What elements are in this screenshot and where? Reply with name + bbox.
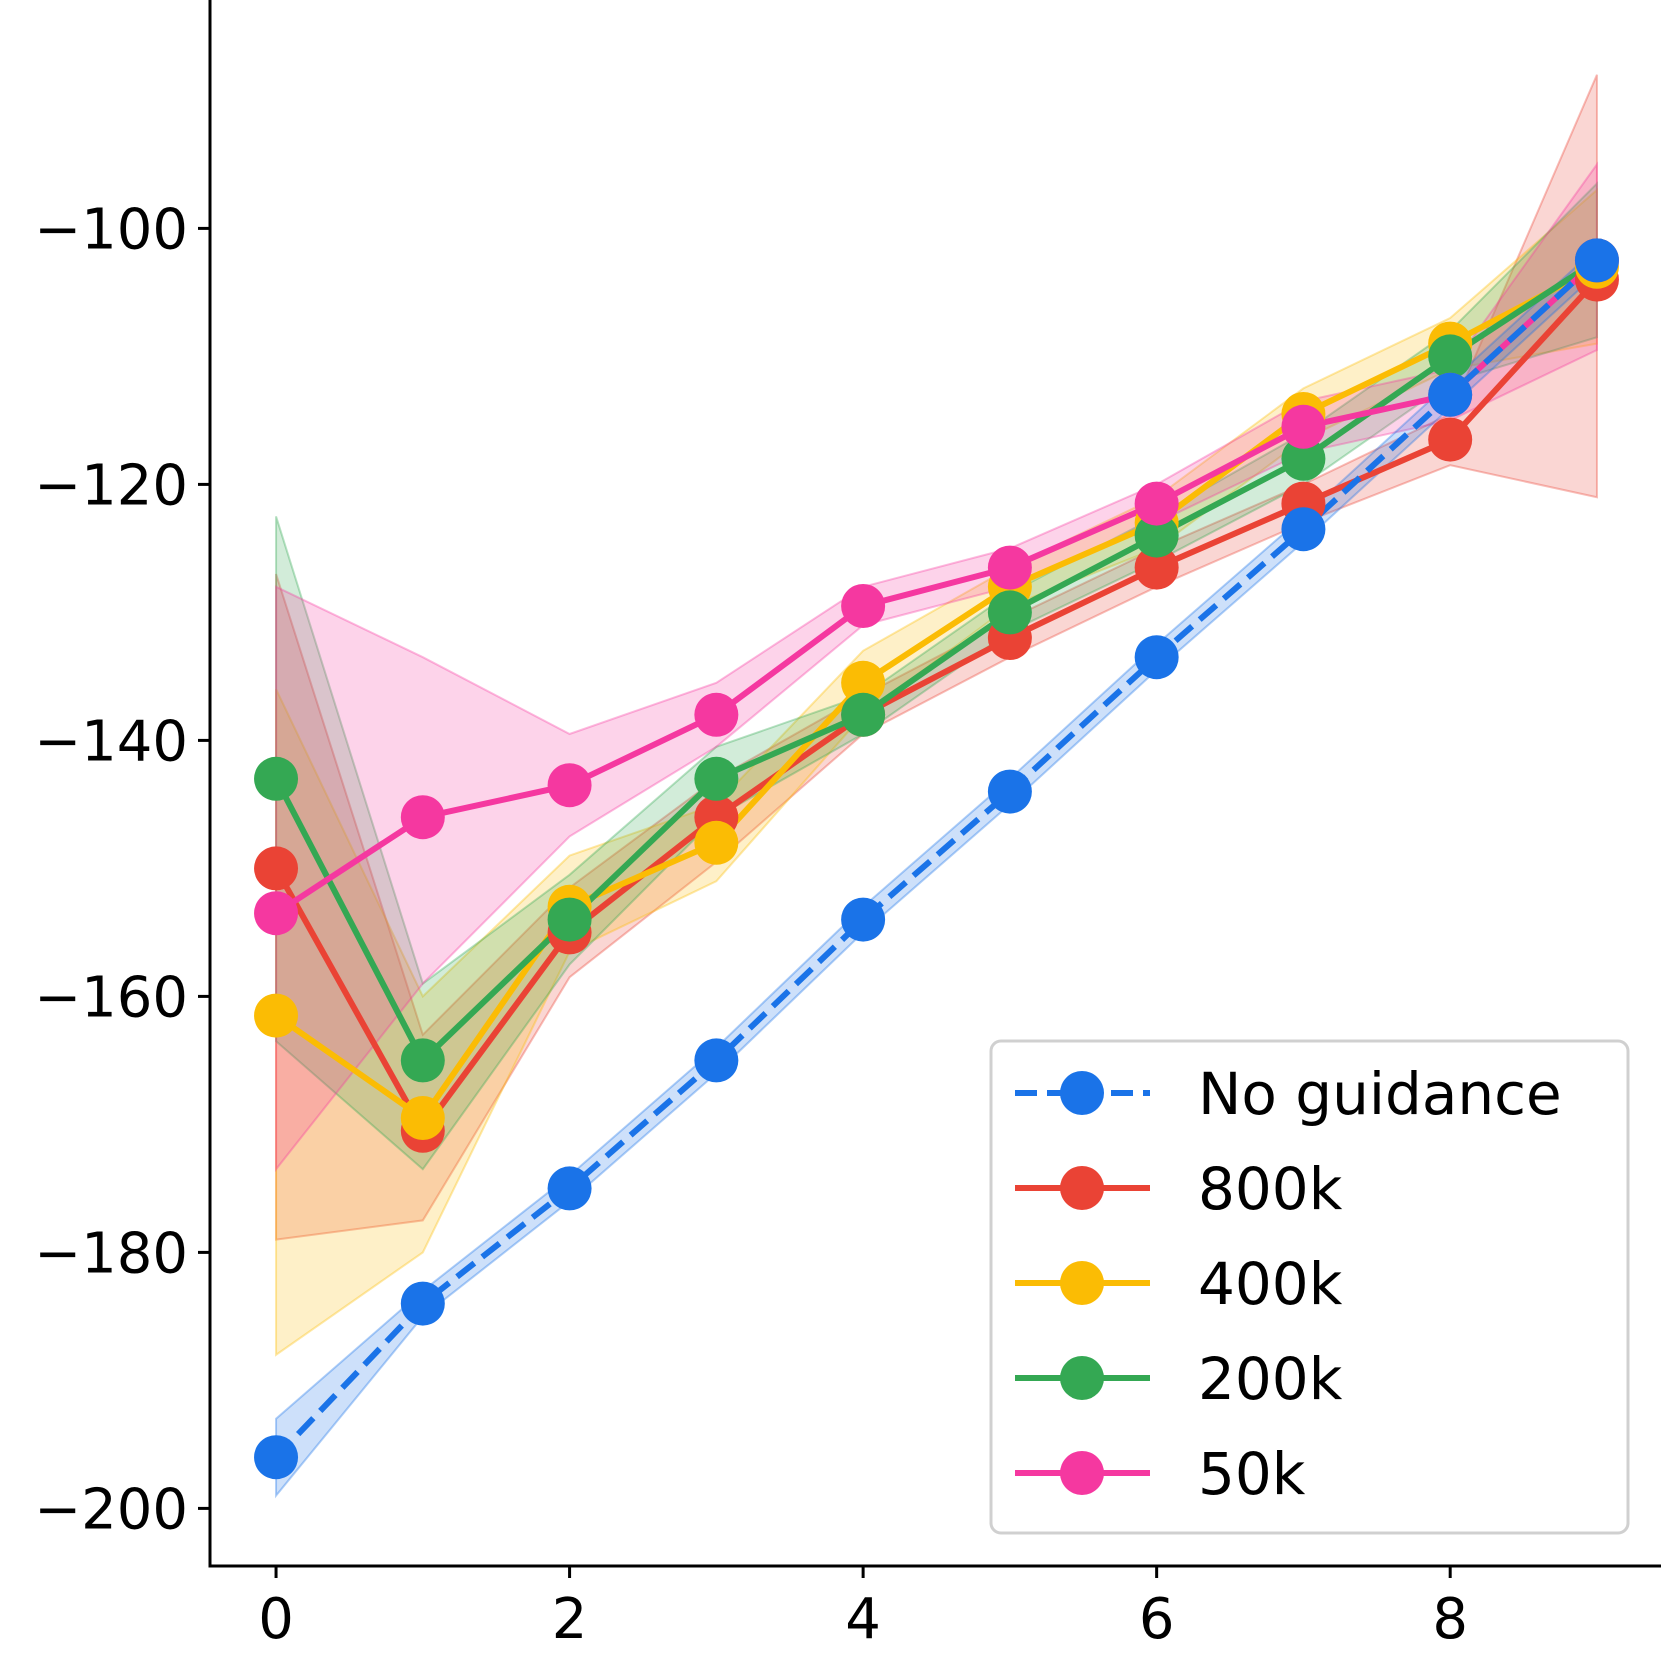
legend-label: 50k (1198, 1440, 1306, 1508)
x-tick-label: 0 (258, 1587, 294, 1652)
marker-200k-1 (400, 1038, 445, 1083)
marker-no-guidance-1 (400, 1281, 445, 1326)
marker-no-guidance-6 (1134, 635, 1179, 680)
marker-50k-2 (547, 763, 592, 808)
series-lines (273, 257, 1600, 1460)
plot-frame (208, 0, 1661, 1568)
x-tick-label: 6 (1139, 1587, 1175, 1652)
marker-800k-8 (1428, 417, 1473, 462)
marker-200k-7 (1281, 436, 1326, 481)
band-800k (275, 74, 1598, 1241)
marker-400k-3 (694, 820, 739, 865)
marker-400k-1 (400, 1096, 445, 1140)
marker-no-guidance-3 (694, 1038, 739, 1083)
marker-200k-4 (841, 692, 886, 737)
legend-item-no-guidance: No guidance (1015, 1060, 1562, 1128)
marker-no-guidance-4 (841, 897, 886, 942)
y-tick-label: −180 (34, 1221, 188, 1286)
x-tick-label: 8 (1432, 1587, 1468, 1652)
marker-no-guidance-7 (1281, 507, 1326, 552)
line-no-guidance (273, 258, 1599, 1460)
legend-item-400k: 400k (1015, 1250, 1343, 1318)
marker-no-guidance-9 (1574, 238, 1619, 283)
series-markers (254, 238, 1619, 1480)
marker-no-guidance-8 (1428, 372, 1473, 417)
legend-label: 200k (1198, 1345, 1343, 1413)
y-axis: −200 −180 −160 −140 −120 −100 (34, 197, 210, 1542)
marker-200k-3 (694, 756, 739, 801)
marker-50k-0 (254, 891, 299, 936)
y-tick-label: −100 (34, 197, 188, 262)
marker-no-guidance-0 (254, 1435, 299, 1480)
marker-800k-6 (1134, 545, 1179, 590)
marker-200k-0 (254, 756, 299, 801)
y-tick-label: −140 (34, 709, 188, 774)
legend-marker (1060, 1356, 1104, 1400)
legend-label: 800k (1198, 1155, 1343, 1223)
marker-400k-0 (254, 993, 299, 1038)
marker-50k-1 (400, 795, 445, 840)
legend-label: 400k (1198, 1250, 1343, 1318)
legend-item-200k: 200k (1015, 1345, 1343, 1413)
band-400k (275, 187, 1598, 1357)
legend-item-800k: 800k (1015, 1155, 1343, 1223)
line-50k (274, 258, 1599, 916)
marker-50k-5 (987, 545, 1032, 590)
legend-box (989, 1039, 1630, 1535)
legend-label: No guidance (1198, 1060, 1562, 1128)
marker-200k-6 (1134, 513, 1179, 558)
y-tick-label: −120 (34, 453, 188, 518)
legend: No guidance 800k 400k 200k 50k (989, 1039, 1630, 1535)
legend-item-50k: 50k (1015, 1440, 1306, 1508)
marker-800k-0 (254, 846, 299, 891)
marker-no-guidance-2 (547, 1166, 592, 1211)
line-800k (273, 277, 1600, 1134)
marker-50k-6 (1134, 481, 1179, 526)
line-400k (274, 264, 1599, 1121)
marker-200k-2 (547, 897, 592, 942)
y-tick-label: −160 (34, 965, 188, 1030)
legend-marker (1060, 1261, 1104, 1305)
marker-50k-4 (841, 584, 886, 628)
x-tick-label: 4 (845, 1587, 881, 1652)
marker-200k-5 (987, 590, 1032, 635)
x-axis: 0 2 4 6 8 (258, 1566, 1468, 1652)
marker-200k-8 (1428, 334, 1473, 379)
legend-marker (1060, 1166, 1104, 1210)
marker-400k-4 (841, 660, 886, 705)
line-200k (273, 257, 1599, 1064)
x-tick-label: 2 (552, 1587, 588, 1652)
y-tick-label: −200 (34, 1477, 188, 1542)
legend-marker (1060, 1451, 1104, 1495)
legend-marker (1060, 1071, 1104, 1115)
band-50k (275, 161, 1598, 1173)
marker-no-guidance-5 (987, 769, 1032, 814)
marker-50k-3 (694, 692, 739, 737)
marker-50k-7 (1281, 404, 1326, 449)
